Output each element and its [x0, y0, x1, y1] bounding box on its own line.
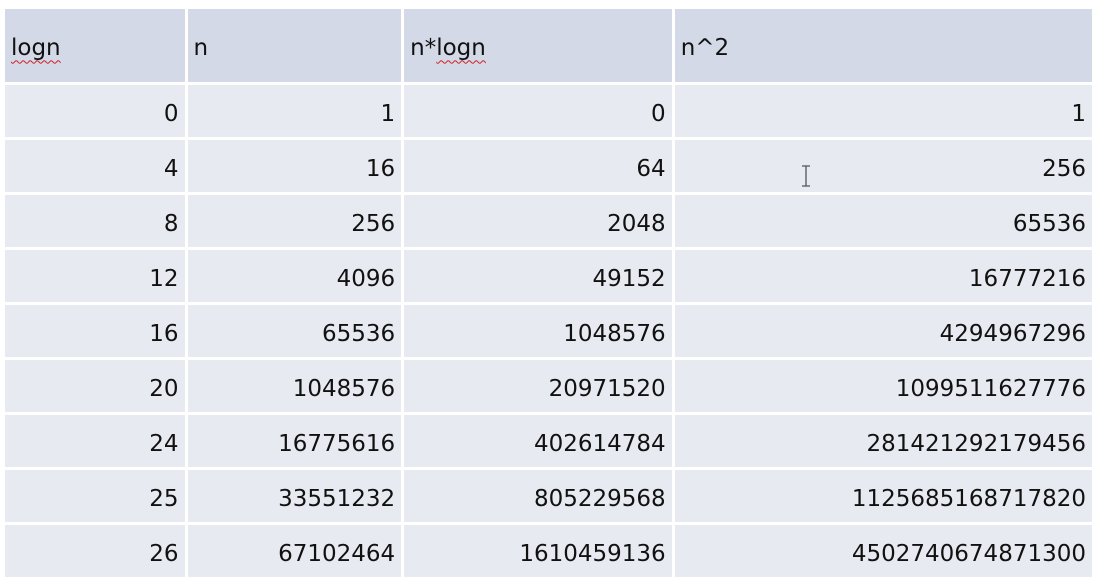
cell-nlogn: 0 [404, 85, 672, 137]
cell-n: 16 [187, 140, 402, 192]
cell-n: 256 [187, 195, 402, 247]
table-row: 4 16 64 256 [5, 140, 1092, 192]
cell-n: 1 [187, 85, 402, 137]
cell-logn: 25 [5, 470, 185, 522]
text-cursor-icon [802, 165, 810, 187]
cell-n-squared: 4502740674871300 [674, 525, 1092, 577]
cell-n-squared: 65536 [674, 195, 1092, 247]
cell-n-squared: 1125685168717820 [674, 470, 1092, 522]
cell-logn: 16 [5, 305, 185, 357]
cell-n-squared: 16777216 [674, 250, 1092, 302]
cell-n-squared: 256 [674, 140, 1092, 192]
cell-logn: 4 [5, 140, 185, 192]
cell-nlogn: 20971520 [404, 360, 672, 412]
header-cell-n-squared: n^2 [674, 9, 1092, 82]
cell-n: 16775616 [187, 415, 402, 467]
table-row: 25 33551232 805229568 1125685168717820 [5, 470, 1092, 522]
cell-logn: 26 [5, 525, 185, 577]
spellcheck-word: logn [436, 34, 486, 61]
spellcheck-word: logn [11, 34, 61, 61]
cell-nlogn: 1610459136 [404, 525, 672, 577]
table-row: 8 256 2048 65536 [5, 195, 1092, 247]
cell-nlogn: 64 [404, 140, 672, 192]
table-row: 12 4096 49152 16777216 [5, 250, 1092, 302]
header-cell-logn: logn [5, 9, 185, 82]
cell-nlogn: 402614784 [404, 415, 672, 467]
cell-n-squared: 4294967296 [674, 305, 1092, 357]
cell-nlogn: 49152 [404, 250, 672, 302]
header-cell-nlogn: n*logn [404, 9, 672, 82]
header-cell-n: n [187, 9, 402, 82]
complexity-table: logn n n*logn n^2 0 1 0 1 4 16 64 256 8 256 2048 65… [2, 6, 1095, 579]
cell-n: 67102464 [187, 525, 402, 577]
cell-logn: 20 [5, 360, 185, 412]
cell-n: 33551232 [187, 470, 402, 522]
cell-logn: 0 [5, 85, 185, 137]
table-row: 24 16775616 402614784 281421292179456 [5, 415, 1092, 467]
table-row: 20 1048576 20971520 1099511627776 [5, 360, 1092, 412]
cell-logn: 24 [5, 415, 185, 467]
cell-logn: 8 [5, 195, 185, 247]
cell-n: 65536 [187, 305, 402, 357]
cell-nlogn: 805229568 [404, 470, 672, 522]
cell-n-squared: 1 [674, 85, 1092, 137]
table-row: 16 65536 1048576 4294967296 [5, 305, 1092, 357]
cell-nlogn: 1048576 [404, 305, 672, 357]
cell-logn: 12 [5, 250, 185, 302]
cell-n: 1048576 [187, 360, 402, 412]
table-row: 26 67102464 1610459136 4502740674871300 [5, 525, 1092, 577]
cell-n-squared: 281421292179456 [674, 415, 1092, 467]
cell-n: 4096 [187, 250, 402, 302]
header-row: logn n n*logn n^2 [5, 9, 1092, 82]
cell-nlogn: 2048 [404, 195, 672, 247]
cell-n-squared: 1099511627776 [674, 360, 1092, 412]
